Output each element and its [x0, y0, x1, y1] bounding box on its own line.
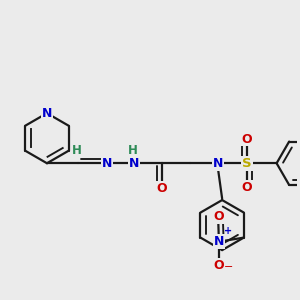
Text: O: O — [242, 181, 253, 194]
Text: N: N — [214, 235, 224, 248]
Text: O: O — [214, 259, 224, 272]
Text: O: O — [157, 182, 167, 195]
Text: N: N — [42, 107, 52, 120]
Text: O: O — [242, 133, 253, 146]
Text: −: − — [224, 262, 233, 272]
Text: H: H — [71, 144, 81, 158]
Text: +: + — [224, 226, 232, 236]
Text: S: S — [242, 157, 252, 170]
Text: N: N — [102, 157, 112, 170]
Text: O: O — [213, 211, 224, 224]
Text: H: H — [128, 144, 137, 158]
Text: N: N — [129, 157, 139, 170]
Text: N: N — [212, 157, 223, 170]
